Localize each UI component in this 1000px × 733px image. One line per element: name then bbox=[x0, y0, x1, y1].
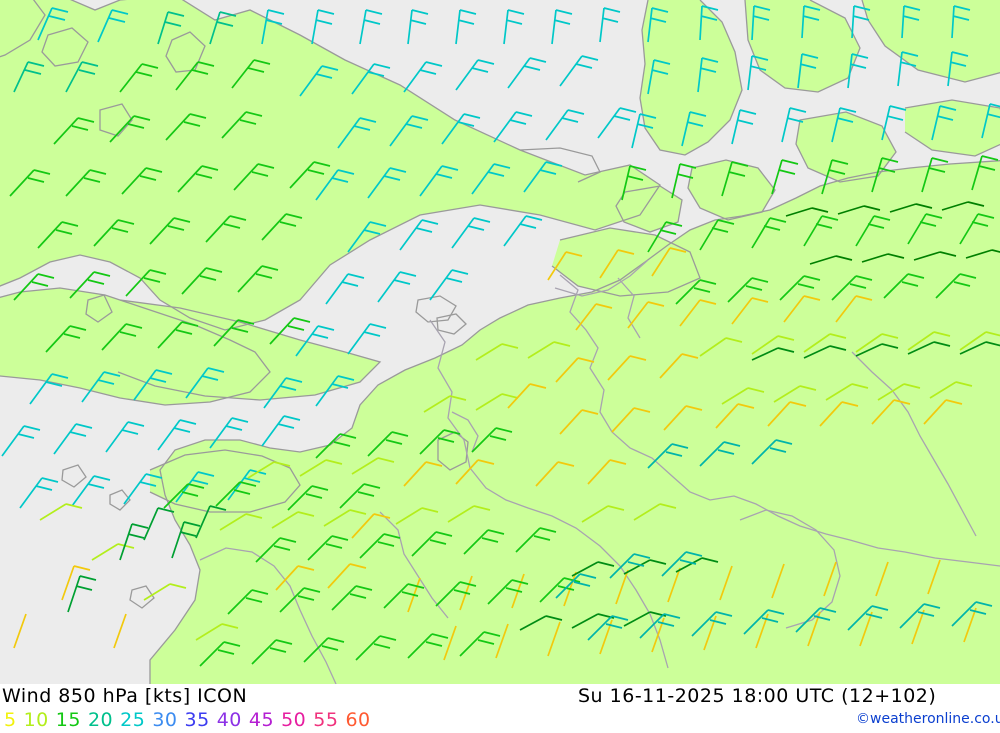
land-de-patch-c bbox=[905, 100, 1000, 156]
land-brittany bbox=[150, 450, 300, 512]
wind-barb-layer bbox=[1, 5, 1000, 667]
legend-value-35: 35 bbox=[184, 709, 210, 731]
barb-group-north-teal bbox=[37, 5, 971, 45]
barb-group-north-green bbox=[13, 11, 237, 93]
barb-group-darkgreen-strong bbox=[519, 341, 1000, 631]
legend-value-40: 40 bbox=[216, 709, 242, 731]
legend-value-60: 60 bbox=[345, 709, 371, 731]
wind-speed-legend: 5 10 15 20 25 30 35 40 45 50 55 60 bbox=[4, 709, 378, 731]
map-svg bbox=[0, 0, 1000, 684]
barb-group-brittany-strong bbox=[67, 505, 227, 613]
footer-bar: Wind 850 hPa [kts] ICON Su 16-11-2025 18… bbox=[0, 684, 1000, 733]
chart-title: Wind 850 hPa [kts] ICON bbox=[2, 685, 248, 707]
legend-value-45: 45 bbox=[248, 709, 275, 731]
legend-value-25: 25 bbox=[120, 709, 146, 731]
copyright-label: ©weatheronline.co.uk bbox=[856, 711, 1000, 727]
legend-value-50: 50 bbox=[281, 709, 307, 731]
barb-group-east-yellowgreen bbox=[39, 331, 1000, 641]
coastline-layer bbox=[0, 0, 1000, 684]
land-nl-patch-d bbox=[616, 186, 682, 232]
land-nl-patch-b bbox=[796, 112, 896, 182]
land-netherlands-west bbox=[640, 0, 742, 155]
barb-group-ne-darkgreen bbox=[785, 201, 1000, 265]
land-germany-north bbox=[862, 0, 1000, 82]
land-belgium-picardy bbox=[552, 228, 700, 296]
legend-value-20: 20 bbox=[87, 709, 114, 731]
barb-group-land-mid-green bbox=[9, 59, 331, 353]
legend-value-55: 55 bbox=[313, 709, 339, 731]
land-ireland-fragment bbox=[0, 0, 45, 57]
barb-group-channel-teal bbox=[1, 55, 637, 509]
legend-value-30: 30 bbox=[152, 709, 178, 731]
map-canvas[interactable] bbox=[0, 0, 1000, 684]
land-wales-sw-britain bbox=[0, 0, 660, 330]
legend-value-5: 5 bbox=[4, 709, 17, 731]
land-cotentin bbox=[438, 432, 468, 470]
legend-value-15: 15 bbox=[55, 709, 81, 731]
land-nl-patch-a bbox=[688, 160, 775, 220]
land-england-south bbox=[100, 300, 380, 400]
barb-group-northsea-teal bbox=[631, 51, 1000, 149]
barb-group-sw-france-green bbox=[163, 427, 581, 667]
barb-group-germany-north-green bbox=[621, 155, 999, 305]
valid-time-label: Su 16-11-2025 18:00 UTC (12+102) bbox=[578, 685, 937, 707]
barb-group-alpine-teal bbox=[555, 439, 993, 641]
land-germany-nw bbox=[745, 0, 860, 92]
barb-group-central-france-yellow bbox=[13, 247, 977, 661]
legend-value-10: 10 bbox=[23, 709, 49, 731]
